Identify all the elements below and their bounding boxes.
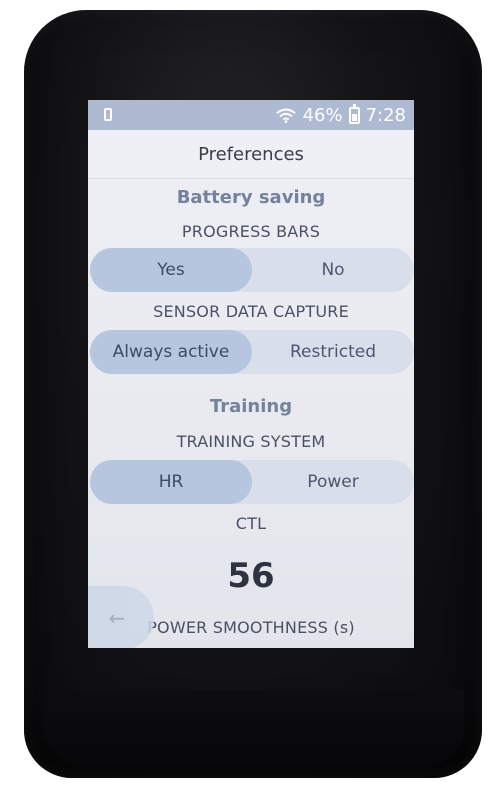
sensor-data-capture-option-restricted[interactable]: Restricted: [252, 330, 414, 374]
training-system-option-hr[interactable]: HR: [90, 460, 252, 504]
sensor-data-capture-toggle: Always active Restricted: [90, 330, 414, 374]
clock-time: 7:28: [366, 105, 406, 126]
screen: 46% 7:28 Preferences Battery saving PROG…: [88, 100, 414, 648]
battery-icon: [349, 107, 360, 124]
section-heading-battery-saving: Battery saving: [88, 187, 414, 208]
sensor-data-capture-option-always-active[interactable]: Always active: [90, 330, 252, 374]
progress-bars-option-yes[interactable]: Yes: [90, 248, 252, 292]
sim-icon: [104, 108, 112, 121]
setting-label-progress-bars: PROGRESS BARS: [88, 222, 414, 241]
preferences-list[interactable]: Battery saving PROGRESS BARS Yes No SENS…: [88, 178, 414, 648]
setting-label-ctl: CTL: [88, 514, 414, 533]
status-bar: 46% 7:28: [88, 100, 414, 130]
back-button[interactable]: ←: [88, 586, 154, 648]
arrow-left-icon: ←: [109, 606, 126, 630]
setting-label-sensor-data-capture: SENSOR DATA CAPTURE: [88, 302, 414, 321]
page-title-bar: Preferences: [88, 130, 414, 179]
training-system-toggle: HR Power: [90, 460, 414, 504]
battery-percent: 46%: [303, 105, 343, 126]
progress-bars-toggle: Yes No: [90, 248, 414, 292]
training-system-option-power[interactable]: Power: [252, 460, 414, 504]
device-chin: [44, 690, 464, 766]
setting-label-training-system: TRAINING SYSTEM: [88, 432, 414, 451]
progress-bars-option-no[interactable]: No: [252, 248, 414, 292]
status-indicators: 46% 7:28: [275, 103, 406, 127]
section-heading-training: Training: [88, 396, 414, 417]
wifi-icon: [275, 106, 297, 124]
page-title: Preferences: [198, 144, 304, 165]
